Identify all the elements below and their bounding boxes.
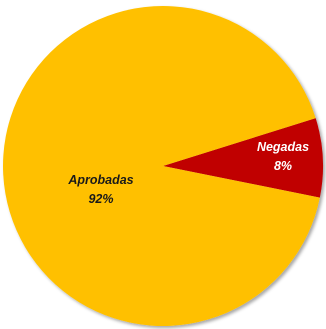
pie-labels: Aprobadas 92% Negadas 8% [67, 140, 309, 206]
slice-value-negadas: 8% [274, 159, 292, 173]
pie-slices [3, 5, 323, 326]
pie-slice-negadas [163, 118, 323, 198]
slice-label-negadas: Negadas [257, 140, 309, 154]
pie-slice-aprobadas [3, 5, 320, 326]
slice-label-aprobadas: Aprobadas [67, 173, 133, 187]
slice-value-aprobadas: 92% [88, 192, 113, 206]
